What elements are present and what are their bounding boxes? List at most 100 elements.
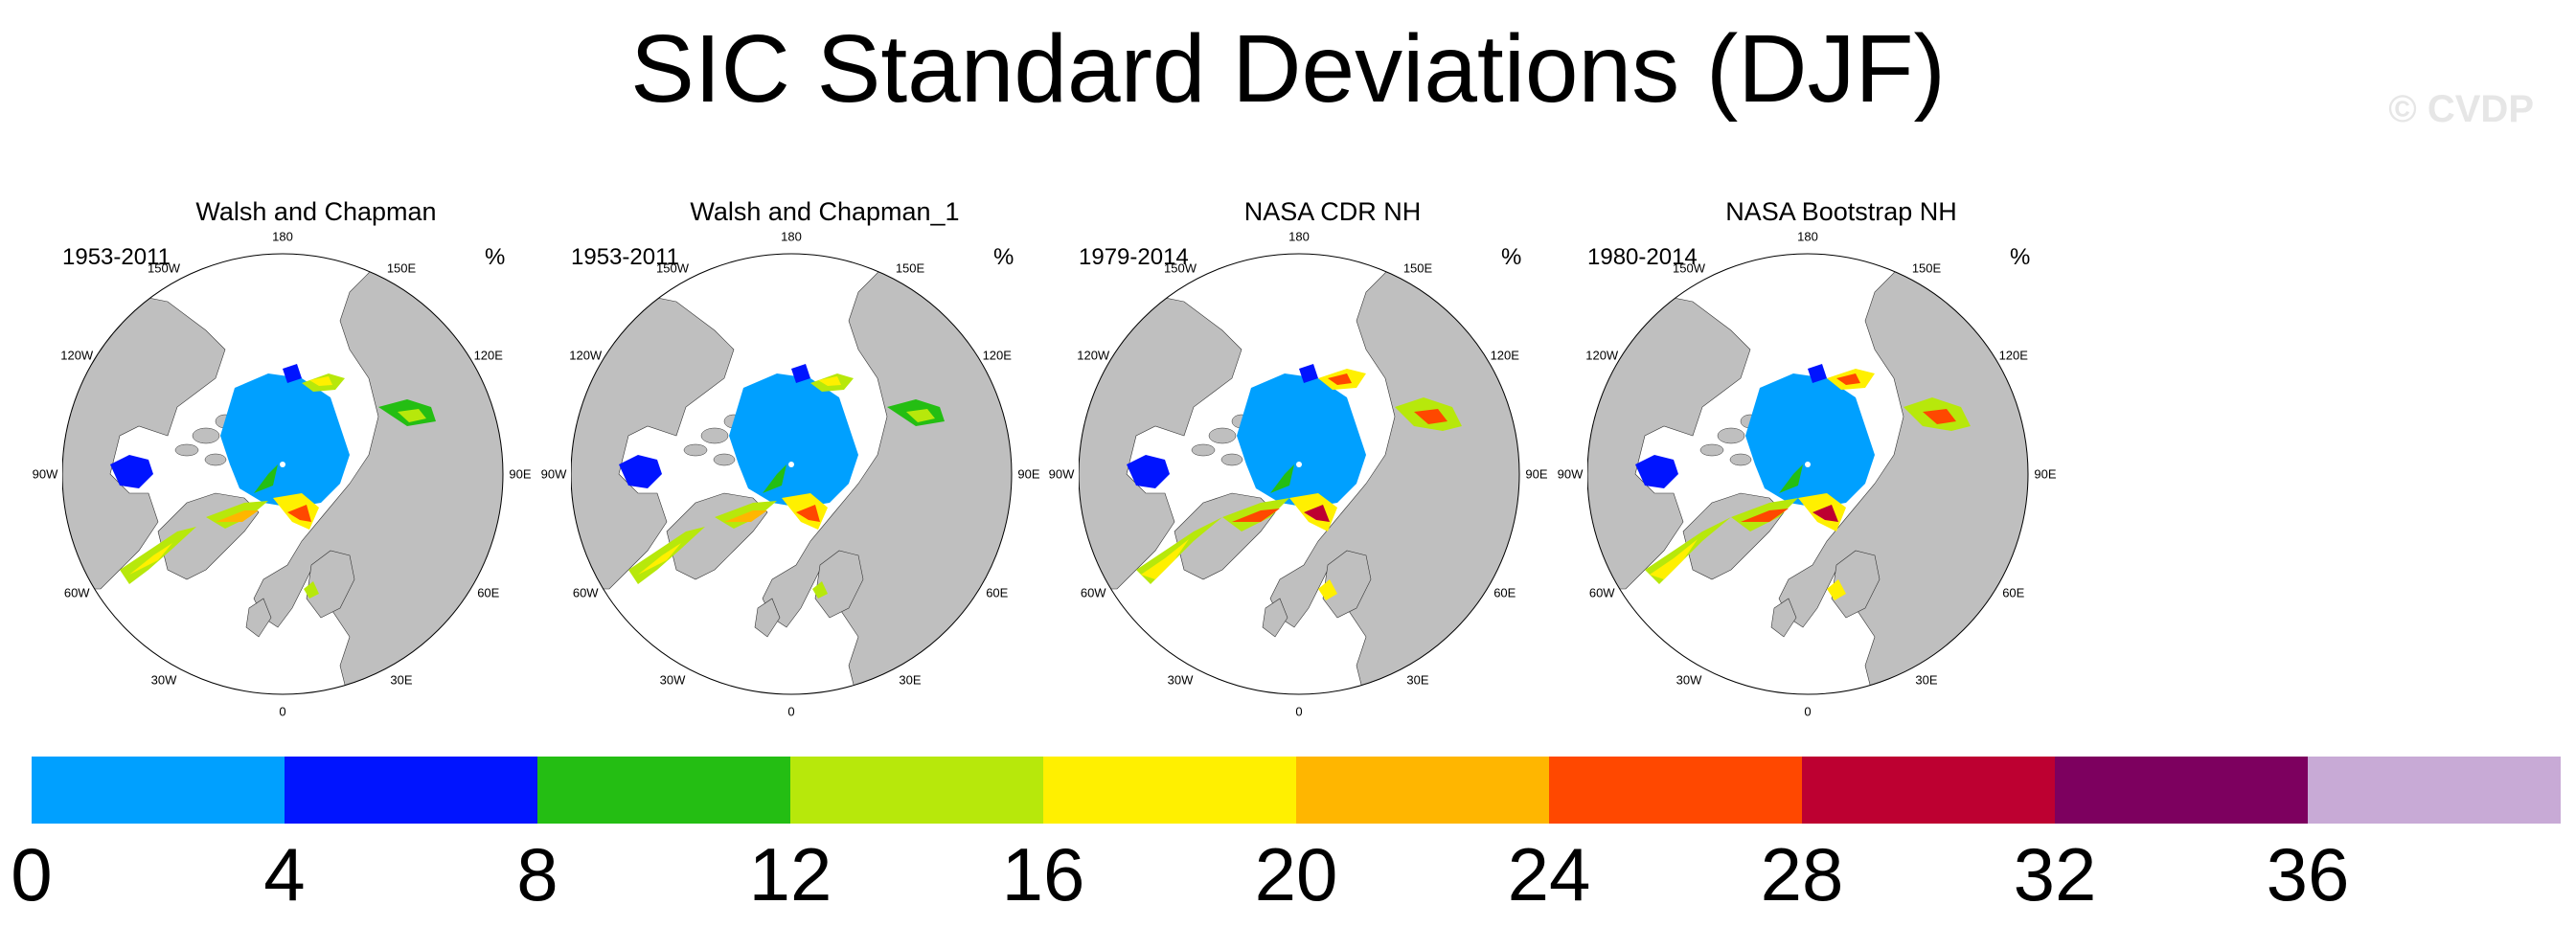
longitude-label: 60E bbox=[986, 585, 1009, 600]
polar-map bbox=[62, 253, 504, 695]
colorbar-box bbox=[2308, 757, 2561, 824]
longitude-label: 180 bbox=[781, 229, 802, 244]
longitude-label: 60E bbox=[1493, 585, 1516, 600]
sea-ice-std-contour bbox=[304, 581, 319, 599]
longitude-label: 150E bbox=[1402, 260, 1433, 276]
sea-ice-std-contour bbox=[1827, 579, 1846, 600]
north-pole-marker bbox=[280, 462, 285, 467]
sea-ice-std-contour bbox=[309, 376, 332, 386]
longitude-label: 30E bbox=[899, 672, 922, 688]
period-label: 1953-2011 bbox=[62, 244, 171, 270]
sea-ice-std-contour bbox=[1141, 539, 1189, 579]
longitude-label: 30W bbox=[659, 672, 686, 688]
colorbar-box bbox=[1802, 757, 2055, 824]
sea-ice-std-contour bbox=[763, 464, 786, 493]
sea-ice-std-contour bbox=[1270, 464, 1294, 493]
sea-ice-std-contour bbox=[1650, 539, 1698, 579]
longitude-label: 120W bbox=[60, 348, 94, 363]
colorbar-box bbox=[1549, 757, 1802, 824]
colorbar-label: 36 bbox=[2266, 832, 2350, 916]
sea-ice-std-contour bbox=[1779, 464, 1803, 493]
longitude-label: 30W bbox=[1676, 672, 1702, 688]
hudson-bay-ice bbox=[1127, 455, 1170, 488]
central-arctic-ice bbox=[1745, 373, 1875, 508]
central-arctic-ice bbox=[1237, 373, 1366, 508]
colorbar-label: 24 bbox=[1507, 832, 1591, 916]
colorbar-label: 16 bbox=[1001, 832, 1085, 916]
colorbar-box bbox=[2055, 757, 2308, 824]
longitude-label: 150W bbox=[148, 260, 180, 276]
sea-ice-std-contour bbox=[818, 376, 841, 386]
sea-ice-std-contour bbox=[1836, 373, 1860, 385]
longitude-label: 60E bbox=[477, 585, 500, 600]
island bbox=[204, 453, 227, 466]
sea-ice-std-contour bbox=[638, 543, 681, 575]
colorbar-box bbox=[32, 757, 285, 824]
map-panel: Walsh and Chapman_1 1953-2011% 180 150E 120E… bbox=[541, 187, 1079, 719]
scandinavia bbox=[1831, 550, 1881, 619]
sea-ice-std-contour bbox=[1328, 373, 1352, 385]
colorbar-label: 0 bbox=[11, 832, 53, 916]
island bbox=[192, 427, 220, 444]
island bbox=[1220, 453, 1243, 466]
longitude-label: 120E bbox=[982, 348, 1012, 363]
north-pole-marker bbox=[788, 462, 794, 467]
hudson-bay-ice bbox=[1635, 455, 1678, 488]
eurasia-landmass bbox=[762, 254, 1012, 694]
watermark: © CVDP bbox=[2388, 88, 2534, 130]
sea-ice-std-contour bbox=[906, 409, 935, 422]
panel-title: NASA CDR NH bbox=[1243, 197, 1422, 226]
colorbar bbox=[32, 757, 2561, 824]
longitude-label: 90W bbox=[1048, 466, 1075, 482]
longitude-label: 30E bbox=[390, 672, 413, 688]
longitude-label: 90E bbox=[1525, 466, 1548, 482]
units-label: % bbox=[1501, 244, 1522, 270]
longitude-label: 60W bbox=[1080, 585, 1106, 600]
polar-map bbox=[1587, 253, 2029, 695]
longitude-label: 30W bbox=[150, 672, 177, 688]
sea-ice-std-contour bbox=[724, 510, 767, 522]
period-label: 1979-2014 bbox=[1079, 244, 1189, 270]
north-america-landmass bbox=[1587, 291, 1751, 590]
british-isles bbox=[1262, 598, 1288, 638]
polar-map bbox=[1079, 253, 1520, 695]
longitude-label: 90E bbox=[509, 466, 532, 482]
longitude-label: 30E bbox=[1915, 672, 1938, 688]
eurasia-landmass bbox=[1269, 254, 1519, 694]
map-panel: Walsh and Chapman 1953-2011% 180 150E 120E 90… bbox=[33, 187, 570, 719]
bering-ice-edge bbox=[791, 364, 810, 383]
hudson-bay-ice bbox=[110, 455, 153, 488]
colorbar-label: 28 bbox=[1760, 832, 1844, 916]
longitude-label: 180 bbox=[272, 229, 293, 244]
island bbox=[1208, 427, 1237, 444]
map-panel: NASA Bootstrap NH 1980-2014% 180 150E 120E 90… bbox=[1558, 187, 2095, 719]
map-boundary bbox=[571, 253, 1013, 695]
sea-ice-std-contour bbox=[1812, 505, 1838, 522]
central-arctic-ice bbox=[729, 373, 858, 508]
longitude-label: 150E bbox=[895, 260, 925, 276]
longitude-label: 60E bbox=[2002, 585, 2025, 600]
colorbar-box bbox=[537, 757, 790, 824]
island bbox=[700, 427, 729, 444]
longitude-label: 0 bbox=[279, 704, 286, 719]
colorbar-box bbox=[285, 757, 537, 824]
longitude-label: 90E bbox=[1017, 466, 1040, 482]
british-isles bbox=[754, 598, 781, 638]
sea-ice-std-contour bbox=[1304, 505, 1330, 522]
eurasia-landmass bbox=[253, 254, 503, 694]
island bbox=[1729, 453, 1752, 466]
bering-ice-edge bbox=[1299, 364, 1318, 383]
longitude-label: 120W bbox=[1585, 348, 1619, 363]
longitude-label: 60W bbox=[63, 585, 90, 600]
longitude-label: 90W bbox=[540, 466, 567, 482]
north-pole-marker bbox=[1296, 462, 1302, 467]
eurasia-landmass bbox=[1778, 254, 2028, 694]
panel-title: Walsh and Chapman bbox=[195, 197, 437, 226]
longitude-label: 180 bbox=[1797, 229, 1818, 244]
longitude-label: 60W bbox=[572, 585, 599, 600]
british-isles bbox=[245, 598, 272, 638]
island bbox=[713, 453, 736, 466]
period-label: 1980-2014 bbox=[1587, 244, 1698, 270]
colorbar-label: 20 bbox=[1254, 832, 1338, 916]
panel-title: NASA Bootstrap NH bbox=[1725, 197, 1957, 226]
